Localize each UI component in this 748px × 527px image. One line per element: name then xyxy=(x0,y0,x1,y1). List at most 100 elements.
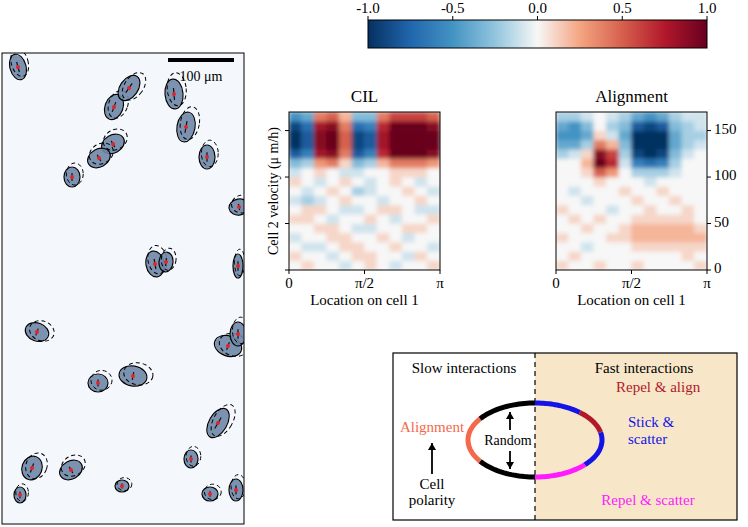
heatmap-cell xyxy=(606,214,619,224)
heatmap-cell xyxy=(326,205,339,215)
heatmap-cell xyxy=(606,195,619,205)
heatmap-cell xyxy=(631,112,644,122)
heatmap-cell xyxy=(314,251,327,261)
cell-outline xyxy=(228,197,244,216)
colorbar xyxy=(368,20,707,48)
heatmap-cell xyxy=(656,233,669,243)
heatmap-cell xyxy=(593,121,606,131)
heatmap-cell xyxy=(694,112,707,122)
cell-center xyxy=(164,260,168,264)
heatmap-cell xyxy=(581,186,594,196)
heatmap-cell xyxy=(314,195,327,205)
heatmap-cell xyxy=(314,112,327,122)
cell-axis xyxy=(30,463,33,472)
cell-center xyxy=(172,92,176,96)
heatmap-cell xyxy=(694,223,707,233)
cell-axis xyxy=(126,83,132,92)
heatmap-cell xyxy=(402,121,415,131)
heatmap-cell xyxy=(593,205,606,215)
heatmap-cell xyxy=(301,130,314,140)
heatmap-cell xyxy=(301,223,314,233)
heatmap-cell xyxy=(644,214,657,224)
heatmap-cell xyxy=(289,112,302,122)
heatmap-cell xyxy=(656,260,669,270)
heatmap-cell xyxy=(556,149,569,159)
heatmap-cell xyxy=(364,177,377,187)
cell xyxy=(18,449,50,484)
heatmap-cell xyxy=(619,195,632,205)
heatmap-cell xyxy=(402,233,415,243)
cell-prev-outline xyxy=(22,450,51,482)
y-tick xyxy=(707,130,711,131)
cell-prev-outline xyxy=(201,140,218,166)
heatmap-cell xyxy=(568,121,581,131)
heatmap-cell xyxy=(352,195,365,205)
cell-prev-outline xyxy=(117,478,132,491)
heatmap-cell xyxy=(415,140,428,150)
heatmap-cell xyxy=(314,158,327,168)
heatmap-cell xyxy=(581,177,594,187)
heatmap-cell xyxy=(631,167,644,177)
cell-prev-outline xyxy=(8,53,32,78)
heatmap-cell xyxy=(568,140,581,150)
heatmap-cell xyxy=(568,242,581,252)
heatmap-cell xyxy=(669,233,682,243)
heatmap-cell xyxy=(364,242,377,252)
cell-body xyxy=(114,72,143,104)
repel-align-label: Repel & align xyxy=(616,379,701,395)
cell xyxy=(54,451,90,484)
heatmap-cell xyxy=(301,251,314,261)
heatmap-cell xyxy=(593,158,606,168)
heatmap-cell xyxy=(339,233,352,243)
colorbar-tick-label: -0.5 xyxy=(441,0,465,16)
heatmap-cell xyxy=(568,112,581,122)
heatmap-cell xyxy=(556,177,569,187)
heatmap-cell xyxy=(364,158,377,168)
colorbar-tick-label: 1.0 xyxy=(698,0,717,16)
heatmap-cell xyxy=(415,130,428,140)
heatmap-cell xyxy=(326,242,339,252)
heatmap-cell xyxy=(556,223,569,233)
heatmap-cell xyxy=(377,260,390,270)
heatmap-cell xyxy=(669,260,682,270)
heatmap-cell xyxy=(593,214,606,224)
heatmap-cell xyxy=(289,186,302,196)
heatmap-cell xyxy=(694,121,707,131)
heatmap-cell xyxy=(314,186,327,196)
cell-prev-outline xyxy=(85,139,117,169)
heatmap-cell xyxy=(606,167,619,177)
heatmap-cell xyxy=(389,260,402,270)
heatmap-cell xyxy=(339,251,352,261)
fast-title: Fast interactions xyxy=(595,360,694,376)
cell-center xyxy=(34,329,39,334)
heatmap-cell xyxy=(352,223,365,233)
heatmap-cell xyxy=(581,112,594,122)
panel-title: Alignment xyxy=(595,87,668,106)
heatmap-cell xyxy=(314,260,327,270)
heatmap-cell xyxy=(656,205,669,215)
heatmap-cell xyxy=(556,112,569,122)
heatmap-cell xyxy=(619,242,632,252)
segment-stick-top xyxy=(535,403,580,413)
heatmap-cell xyxy=(326,251,339,261)
cell xyxy=(233,249,244,278)
heatmap-cell xyxy=(606,121,619,131)
y-tick xyxy=(285,177,289,178)
heatmap-cell xyxy=(568,167,581,177)
cell-body xyxy=(203,406,233,441)
cell-body xyxy=(175,111,197,142)
heatmap-cell xyxy=(631,195,644,205)
colorbar-tick-label: 0.5 xyxy=(613,0,632,16)
cell-outline xyxy=(175,111,198,144)
heatmap-cell xyxy=(339,121,352,131)
heatmap-cell xyxy=(606,205,619,215)
divider xyxy=(534,353,535,520)
heatmap-cell xyxy=(644,112,657,122)
heatmap-cell xyxy=(326,158,339,168)
heatmap-cell xyxy=(619,223,632,233)
heatmap-cell xyxy=(694,251,707,261)
heatmap-cell xyxy=(619,205,632,215)
heatmap-cell xyxy=(631,121,644,131)
x-tick xyxy=(440,270,441,274)
heatmap-cell xyxy=(415,177,428,187)
